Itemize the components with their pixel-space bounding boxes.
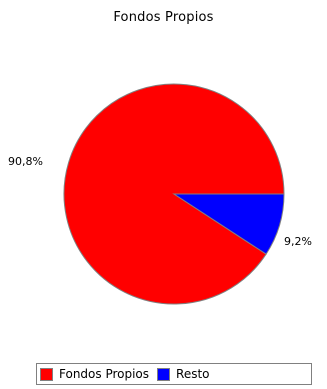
legend-swatch-fondos-propios (40, 367, 53, 381)
legend-swatch-resto (157, 367, 171, 381)
pie-slice-resto (172, 193, 285, 255)
pie-label-fondos-propios: 90,8% (8, 155, 43, 168)
legend-item-resto: Resto (157, 367, 210, 381)
chart-title: Fondos Propios (113, 10, 214, 25)
legend-label-resto: Resto (176, 367, 210, 381)
chart-legend: Fondos Propios Resto (36, 363, 312, 385)
legend-item-fondos-propios: Fondos Propios (40, 367, 149, 381)
legend-label-fondos-propios: Fondos Propios (59, 367, 150, 381)
pie-label-resto: 9,2% (284, 235, 312, 248)
